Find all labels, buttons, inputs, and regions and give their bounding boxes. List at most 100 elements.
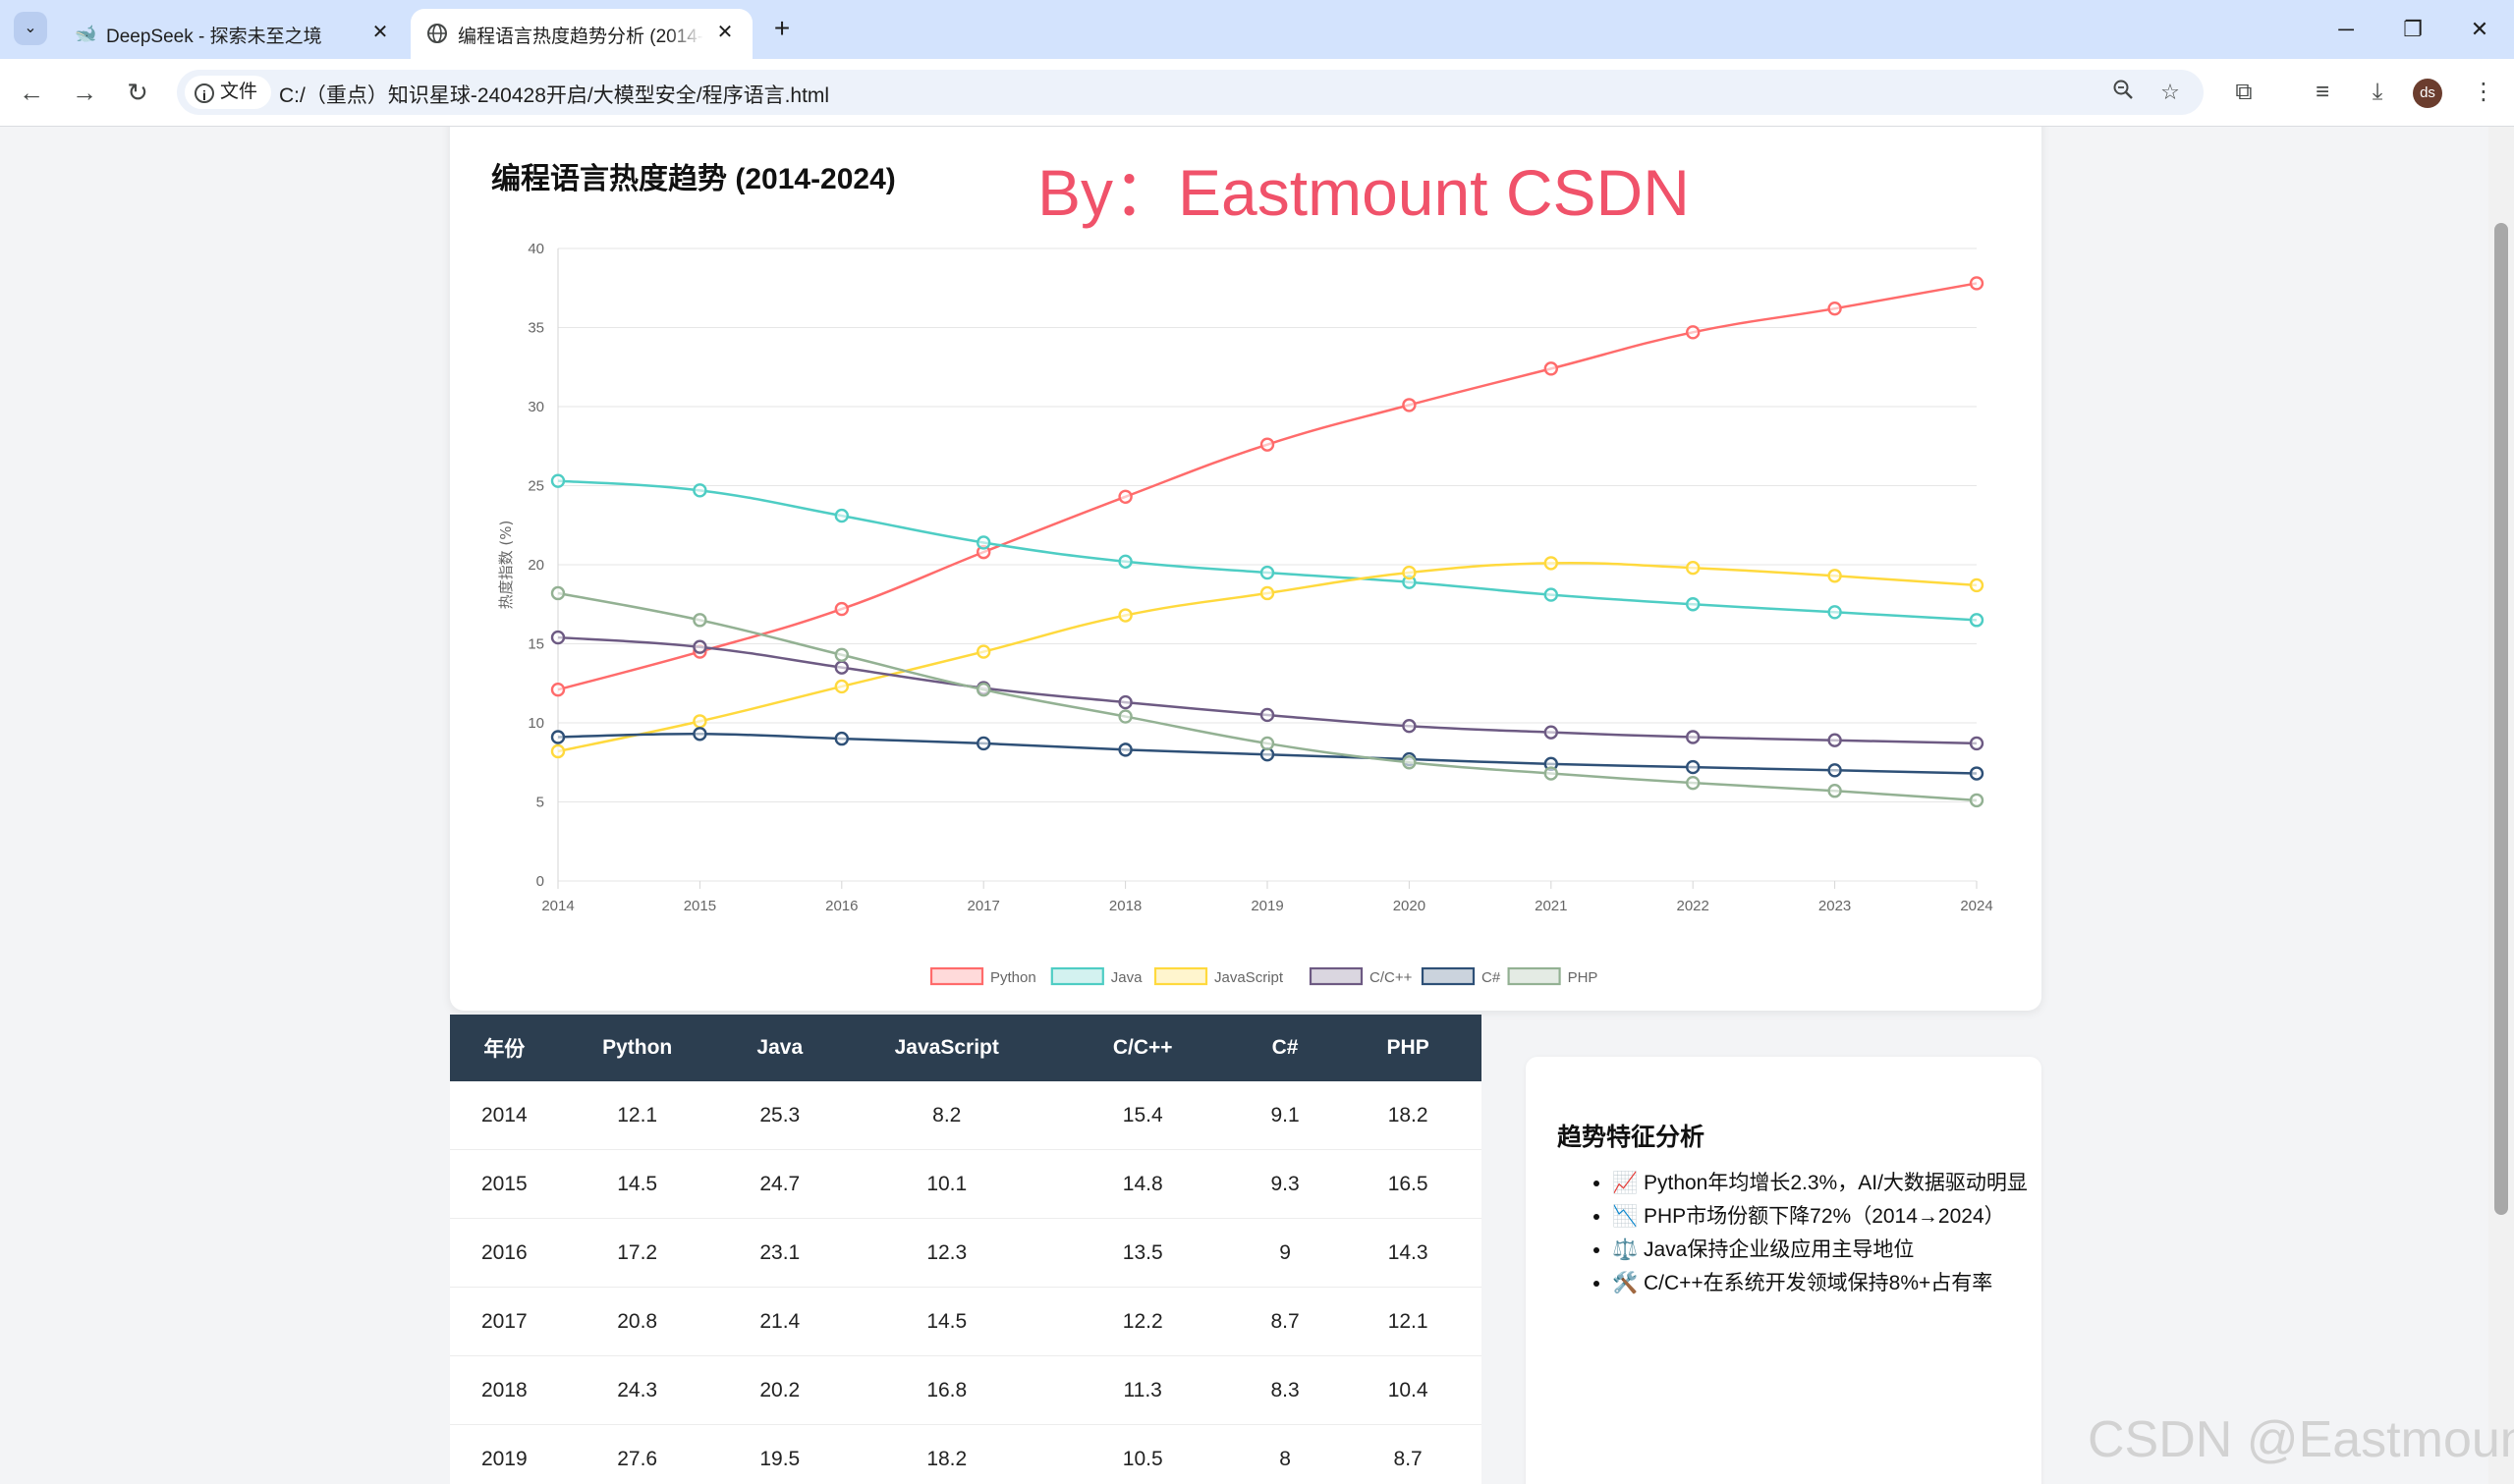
data-point xyxy=(1969,766,1984,781)
table-cell: 25.3 xyxy=(715,1081,844,1150)
y-tick-label: 0 xyxy=(536,873,544,890)
vertical-scrollbar[interactable] xyxy=(2488,127,2514,1484)
table-row: 2018 24.3 20.2 16.8 11.3 8.3 10.4 xyxy=(450,1355,1481,1425)
csdn-watermark: CSDN @Eastmount xyxy=(2088,1411,2514,1468)
table-row: 2015 14.5 24.7 10.1 14.8 9.3 16.5 xyxy=(450,1149,1481,1219)
close-icon[interactable]: ✕ xyxy=(716,22,734,43)
back-arrow-icon[interactable]: ← xyxy=(19,78,44,107)
close-icon[interactable]: ✕ xyxy=(371,22,389,43)
data-point xyxy=(1402,398,1417,412)
browser-toolbar: ← → ↻ i 文件 C:/（重点）知识星球-240428开启/大模型安全/程序语… xyxy=(0,59,2514,127)
download-icon[interactable]: ⤓ xyxy=(2372,79,2383,105)
data-point xyxy=(1543,556,1559,571)
legend-swatch xyxy=(1309,966,1364,986)
data-point xyxy=(834,601,849,617)
table-cell: 12.3 xyxy=(843,1218,1050,1288)
data-point xyxy=(1685,597,1701,612)
data-table: 年份 Python Java JavaScript C/C++ C# PHP 2014 12.… xyxy=(450,1015,1481,1484)
data-point xyxy=(550,743,566,759)
data-point xyxy=(693,613,707,628)
data-point xyxy=(693,639,707,654)
table-cell: 16.5 xyxy=(1334,1149,1481,1219)
data-point xyxy=(693,483,707,498)
table-header-cell: Python xyxy=(558,1015,716,1081)
data-point xyxy=(1543,361,1559,376)
x-tick-label: 2018 xyxy=(1109,898,1142,914)
tab-search-button[interactable]: ⌄ xyxy=(14,12,47,45)
new-tab-button[interactable]: + xyxy=(773,13,791,43)
data-point xyxy=(977,682,991,697)
data-point xyxy=(1685,759,1701,775)
address-bar[interactable]: i 文件 C:/（重点）知识星球-240428开启/大模型安全/程序语言.html… xyxy=(177,70,2204,115)
y-tick-label: 5 xyxy=(536,795,544,811)
data-point xyxy=(1543,766,1559,781)
table-cell: 14.5 xyxy=(558,1149,716,1219)
zoom-icon[interactable] xyxy=(2108,78,2138,107)
x-tick-label: 2023 xyxy=(1818,898,1851,914)
legend-swatch xyxy=(1507,966,1561,986)
table-row: 2016 17.2 23.1 12.3 13.5 9 14.3 xyxy=(450,1218,1481,1288)
analysis-card: 趋势特征分析 📈 Python年均增长2.3%，AI/大数据驱动明显📉 PHP市… xyxy=(1526,1057,2041,1484)
deepseek-whale-icon: 🐋 xyxy=(75,24,97,43)
table-header-cell: Java xyxy=(715,1015,844,1081)
data-table-container: 年份 Python Java JavaScript C/C++ C# PHP 2014 12.… xyxy=(450,1015,1481,1484)
data-point xyxy=(977,736,991,751)
forward-arrow-icon[interactable]: → xyxy=(72,78,97,107)
table-cell: 15.4 xyxy=(1049,1081,1236,1150)
data-point xyxy=(1685,325,1701,340)
info-icon: i xyxy=(195,83,214,103)
data-point xyxy=(1969,577,1984,593)
data-point xyxy=(1402,719,1417,734)
site-info-chip[interactable]: i 文件 xyxy=(185,76,272,109)
scrollbar-thumb[interactable] xyxy=(2494,223,2508,1215)
table-cell: 11.3 xyxy=(1049,1355,1236,1425)
data-point xyxy=(1259,565,1275,580)
data-point xyxy=(1685,775,1701,791)
legend-swatch xyxy=(1153,966,1208,986)
data-point xyxy=(1118,709,1133,724)
table-cell: 2019 xyxy=(450,1424,559,1484)
table-cell: 20.8 xyxy=(558,1287,716,1356)
table-cell: 14.8 xyxy=(1049,1149,1236,1219)
tab-deepseek[interactable]: 🐋 DeepSeek - 探索未至之境 ✕ xyxy=(59,9,408,59)
table-header-cell: 年份 xyxy=(450,1015,559,1081)
y-tick-label: 40 xyxy=(528,241,544,257)
restore-button[interactable]: ❐ xyxy=(2403,17,2423,41)
minimize-button[interactable]: ─ xyxy=(2338,17,2354,41)
data-point xyxy=(550,630,566,645)
analysis-item: 🛠️ C/C++在系统开发领域保持8%+占有率 xyxy=(1612,1267,2074,1300)
series-line-cc xyxy=(557,635,1978,745)
media-controls-icon[interactable]: ≡ xyxy=(2315,79,2329,105)
profile-avatar[interactable]: ds xyxy=(2413,79,2442,108)
analysis-list: 📈 Python年均增长2.3%，AI/大数据驱动明显📉 PHP市场份额下降72… xyxy=(1563,1167,2074,1300)
bookmark-star-icon[interactable]: ☆ xyxy=(2160,80,2180,104)
analysis-item: ⚖️ Java保持企业级应用主导地位 xyxy=(1612,1234,2074,1267)
data-point xyxy=(1827,763,1842,778)
table-cell: 2014 xyxy=(450,1081,559,1150)
x-tick-label: 2019 xyxy=(1251,898,1283,914)
data-point xyxy=(1402,755,1417,770)
data-point xyxy=(834,508,849,523)
extensions-icon[interactable]: ⧉ xyxy=(2235,79,2253,105)
x-tick-label: 2022 xyxy=(1677,898,1709,914)
reload-icon[interactable]: ↻ xyxy=(127,78,148,107)
table-cell: 2017 xyxy=(450,1287,559,1356)
url-text[interactable]: C:/（重点）知识星球-240428开启/大模型安全/程序语言.html xyxy=(279,84,830,107)
table-cell: 10.5 xyxy=(1049,1424,1236,1484)
window-close-button[interactable]: ✕ xyxy=(2470,17,2489,41)
legend-label: Java xyxy=(1111,969,1143,986)
data-point xyxy=(1969,613,1984,628)
menu-kebab-icon[interactable]: ⋮ xyxy=(2472,79,2495,105)
data-point xyxy=(1685,730,1701,744)
table-cell: 12.1 xyxy=(558,1081,716,1150)
data-point xyxy=(834,679,849,694)
x-tick-label: 2015 xyxy=(684,898,716,914)
data-point xyxy=(834,647,849,662)
data-point xyxy=(1543,725,1559,740)
tab-current-page[interactable]: 编程语言热度趋势分析 (2014-2024) ✕ xyxy=(411,9,753,59)
chart-card: 编程语言热度趋势 (2014-2024) By：Eastmount CSDN 0… xyxy=(450,127,2041,1011)
data-point xyxy=(1827,301,1842,316)
table-cell: 14.3 xyxy=(1334,1218,1481,1288)
data-point xyxy=(1827,733,1842,747)
analysis-item: 📈 Python年均增长2.3%，AI/大数据驱动明显 xyxy=(1612,1167,2074,1200)
